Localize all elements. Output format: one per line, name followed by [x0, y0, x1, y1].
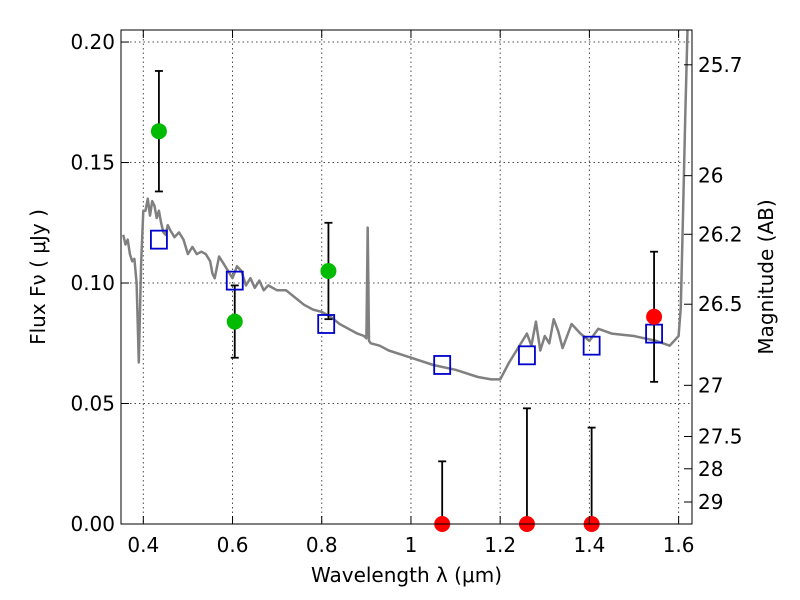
y-axis-label: Flux Fν ( μJy )	[26, 209, 50, 345]
right-axis-label: Magnitude (AB)	[754, 199, 778, 354]
model-square	[317, 314, 336, 334]
magnitude-tick-label: 28	[698, 457, 723, 481]
magnitude-tick-label: 27.5	[698, 425, 743, 449]
magnitude-tick-label: 26.5	[698, 292, 743, 316]
magnitude-tick-label: 26.2	[698, 222, 743, 246]
observed-points	[150, 123, 663, 532]
model-square	[150, 229, 168, 250]
ticks: 0.4 0.6 0.8 1 1.2 1.4 1.6 0.00 0.05 0.10 0.15 0.20 2…	[70, 30, 743, 557]
model-square	[225, 270, 244, 291]
spectrum-layer	[121, 29, 689, 381]
x-tick-label: 0.6	[217, 533, 249, 557]
magnitude-tick-label: 27	[698, 373, 723, 397]
model-squares	[150, 229, 663, 375]
grid	[121, 30, 692, 524]
x-tick-label: 1	[405, 533, 418, 557]
model-square	[582, 335, 601, 356]
plot-frame	[120, 29, 693, 525]
x-tick-label: 1.2	[484, 533, 516, 557]
magnitude-tick-label: 26	[698, 164, 723, 188]
observed-point	[320, 262, 337, 279]
x-tick-label: 0.8	[306, 533, 338, 557]
y-tick-label: 0.00	[70, 512, 115, 536]
observed-point	[226, 313, 243, 330]
x-tick-label: 1.6	[663, 533, 695, 557]
model-square	[433, 355, 452, 375]
x-axis-label: Wavelength λ (μm)	[311, 563, 502, 587]
x-tick-label: 0.4	[127, 533, 159, 557]
y-tick-label: 0.15	[70, 151, 115, 175]
magnitude-tick-label: 25.7	[698, 53, 743, 77]
y-tick-label: 0.20	[70, 30, 115, 54]
observed-point	[150, 123, 167, 140]
y-tick-label: 0.10	[70, 271, 115, 295]
magnitude-tick-label: 29	[698, 490, 723, 514]
observed-point	[646, 308, 663, 325]
x-tick-label: 1.4	[573, 533, 605, 557]
y-tick-label: 0.05	[70, 392, 115, 416]
error-bars	[154, 70, 659, 524]
model-square	[518, 345, 536, 366]
spectrum-line	[121, 29, 689, 381]
